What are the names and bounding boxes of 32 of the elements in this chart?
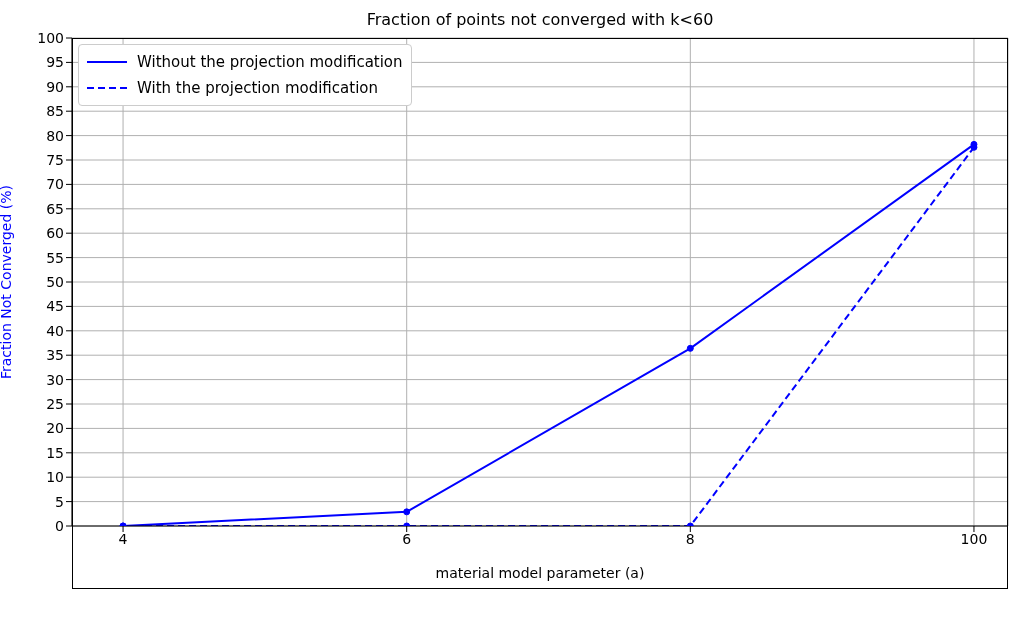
y-tick-label: 50 xyxy=(46,273,64,290)
y-tick-label: 15 xyxy=(46,444,64,461)
y-tick-label: 0 xyxy=(55,517,64,534)
x-tick-label: 4 xyxy=(118,530,128,547)
legend-label: Without the projection modification xyxy=(137,53,403,71)
x-tick-label: 6 xyxy=(402,530,412,547)
y-tick-label: 30 xyxy=(46,371,64,388)
y-tick-label: 80 xyxy=(46,127,64,144)
x-tick-label: 100 xyxy=(960,530,988,547)
point xyxy=(403,508,411,516)
y-tick-label: 10 xyxy=(46,469,64,486)
y-tick-label: 55 xyxy=(46,249,64,266)
y-tick-label: 45 xyxy=(46,298,64,315)
y-tick-label: 95 xyxy=(46,54,64,71)
y-tick-label: 70 xyxy=(46,176,64,193)
y-tick-label: 35 xyxy=(46,347,64,364)
chart-title: Fraction of points not converged with k<60 xyxy=(365,10,715,29)
x-tick-label: 8 xyxy=(685,530,695,547)
y-tick-label: 100 xyxy=(37,29,64,46)
y-tick-label: 65 xyxy=(46,200,64,217)
point xyxy=(686,344,694,352)
y-tick-label: 75 xyxy=(46,151,64,168)
y-tick-label: 20 xyxy=(46,420,64,437)
y-tick-label: 85 xyxy=(46,103,64,120)
y-tick-label: 90 xyxy=(46,78,64,95)
y-tick-label: 5 xyxy=(55,493,64,510)
legend-label: With the projection modification xyxy=(137,79,378,97)
y-axis-title: Fraction Not Converged (%) xyxy=(0,185,14,379)
y-tick-label: 25 xyxy=(46,395,64,412)
y-tick-label: 60 xyxy=(46,225,64,242)
y-tick-label: 40 xyxy=(46,322,64,339)
x-axis-title: material model parameter (a) xyxy=(435,565,645,581)
